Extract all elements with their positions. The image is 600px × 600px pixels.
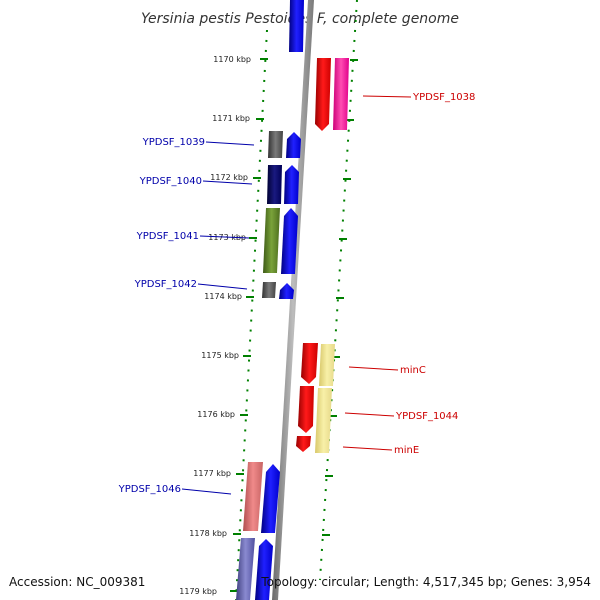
tick-1175: 1175 kbp <box>201 351 251 360</box>
topology-text: Topology: circular; Length: 4,517,345 bp… <box>260 575 591 589</box>
gene-ypdsf-1038-cds <box>333 58 349 130</box>
gene-ypdsf-1042-arrow <box>279 283 294 299</box>
gene-mine-arrow <box>296 436 311 452</box>
tick-label: 1178 kbp <box>189 529 227 538</box>
tick-label: 1170 kbp <box>213 55 251 64</box>
gene-bottom-arrow <box>255 539 273 600</box>
gene-label-text: YPDSF_1038 <box>412 92 475 103</box>
tick-1179: 1179 kbp <box>179 587 238 596</box>
gene-label-ypdsf-1042[interactable]: YPDSF_1042 <box>134 279 248 290</box>
gene-ypdsf-1041-arrow <box>281 208 298 274</box>
gene-ypdsf-1041-box <box>263 208 280 273</box>
gene-label-mine[interactable]: minE <box>342 445 419 456</box>
gene-label-ypdsf-1041[interactable]: YPDSF_1041 <box>136 231 250 242</box>
gene-ypdsf-1039-box <box>268 131 283 158</box>
gene-minc-cds <box>319 344 335 386</box>
tick-label: 1171 kbp <box>212 114 250 123</box>
gene-ypdsf-1040-arrow <box>284 165 299 204</box>
tick-label: 1174 kbp <box>204 292 242 301</box>
tick-label: 1176 kbp <box>197 410 235 419</box>
gene-label-text: minE <box>394 445 419 456</box>
gene-label-text: YPDSF_1039 <box>142 137 205 148</box>
right-gene-labels: YPDSF_1038 minC YPDSF_1044 minE <box>342 92 475 456</box>
tick-1176: 1176 kbp <box>197 410 248 419</box>
gene-label-text: YPDSF_1041 <box>136 231 199 242</box>
gene-ypdsf-1046-arrow <box>261 464 280 533</box>
gene-label-text: minC <box>400 365 426 376</box>
gene-ypdsf-1039-arrow <box>286 132 301 158</box>
gene-label-ypdsf-1044[interactable]: YPDSF_1044 <box>344 411 458 422</box>
tick-label: 1179 kbp <box>179 587 217 596</box>
tick-1174: 1174 kbp <box>204 292 254 301</box>
gene-arrow-top <box>289 0 304 52</box>
tick-label: 1175 kbp <box>201 351 239 360</box>
gene-features <box>236 0 349 600</box>
tick-1172: 1172 kbp <box>210 173 261 182</box>
gene-ypdsf-1044-cds <box>315 388 332 453</box>
gene-label-ypdsf-1046[interactable]: YPDSF_1046 <box>118 484 232 495</box>
gene-label-text: YPDSF_1042 <box>134 279 197 290</box>
tick-1177: 1177 kbp <box>193 469 244 478</box>
gene-label-minc[interactable]: minC <box>348 365 426 376</box>
gene-label-ypdsf-1040[interactable]: YPDSF_1040 <box>139 176 253 187</box>
gene-ypdsf-1046-box <box>243 462 263 531</box>
tick-1178: 1178 kbp <box>189 529 241 538</box>
tick-1170: 1170 kbp <box>213 55 268 64</box>
gene-ypdsf-1042-box <box>262 282 276 298</box>
tick-1171: 1171 kbp <box>212 114 264 123</box>
gene-label-ypdsf-1038[interactable]: YPDSF_1038 <box>362 92 475 103</box>
accession-text: Accession: NC_009381 <box>9 575 145 589</box>
left-gene-labels: YPDSF_1039 YPDSF_1040 YPDSF_1041 YPDSF_1… <box>118 137 255 495</box>
tick-label: 1177 kbp <box>193 469 231 478</box>
right-rail-ticks <box>322 59 358 536</box>
gene-ypdsf-1040-box <box>267 165 282 204</box>
gene-bottom-box <box>236 538 255 600</box>
right-scale-rail <box>319 0 358 581</box>
gene-label-text: YPDSF_1040 <box>139 176 202 187</box>
gene-ypdsf-1044-arrow <box>298 386 314 433</box>
gene-label-text: YPDSF_1046 <box>118 484 181 495</box>
gene-label-text: YPDSF_1044 <box>395 411 458 422</box>
gene-minc-arrow <box>301 343 318 384</box>
axis-ticks: 1170 kbp 1171 kbp 1172 kbp 1173 kbp 1174… <box>179 55 268 596</box>
gene-ypdsf-1038-arrow <box>315 58 331 131</box>
genome-backbone <box>272 0 314 600</box>
tick-label: 1172 kbp <box>210 173 248 182</box>
gene-label-ypdsf-1039[interactable]: YPDSF_1039 <box>142 137 255 148</box>
